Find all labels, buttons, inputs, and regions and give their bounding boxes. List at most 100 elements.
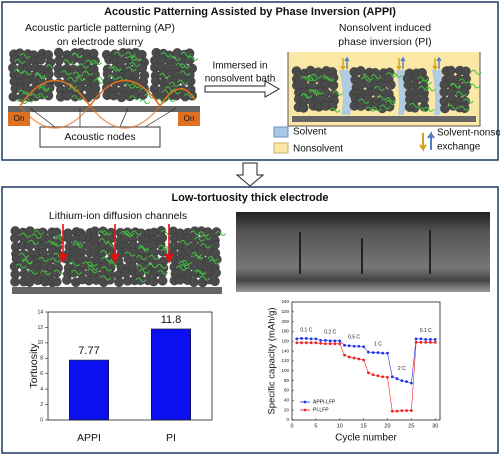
y-tick-label: 120: [281, 358, 289, 363]
x-tick-label: APPI: [77, 432, 101, 444]
binder: [370, 74, 382, 80]
legend-swatch: [273, 142, 289, 154]
binder: [177, 79, 189, 85]
binder: [199, 275, 211, 281]
binder: [365, 106, 376, 112]
binder: [362, 75, 374, 81]
data-point: [371, 373, 375, 377]
data-point: [362, 358, 366, 362]
binder: [22, 259, 33, 265]
y-tick-label: 20: [284, 407, 290, 412]
data-point: [314, 337, 318, 341]
binder: [370, 106, 382, 112]
particle: [62, 275, 72, 285]
binder: [189, 230, 201, 236]
legend-label: APPI-LFP: [313, 399, 336, 405]
y-axis-label: Specific capacity (mAh/g): [267, 307, 278, 414]
sem-feature: [299, 230, 431, 274]
binder: [122, 232, 134, 238]
data-point: [419, 337, 423, 341]
particle: [51, 276, 62, 287]
transducer: [8, 112, 30, 126]
binder: [384, 97, 396, 103]
binder: [28, 239, 39, 245]
plot-frame: [47, 311, 213, 421]
binder: [15, 263, 27, 269]
binder: [129, 83, 141, 89]
particle: [148, 276, 159, 287]
left-label: on electrode slurry: [57, 36, 144, 48]
y-tick-label: 80: [284, 378, 290, 383]
x-tick-label: 30: [432, 423, 438, 429]
annotation: 0.1 C: [420, 328, 432, 334]
binder: [157, 269, 169, 275]
binder: [373, 86, 385, 92]
binder: [85, 59, 97, 65]
y-tick-label: 180: [281, 329, 289, 334]
value-label: 11.8: [161, 314, 182, 326]
data-point: [347, 344, 351, 348]
data-point: [304, 336, 308, 340]
binder: [360, 76, 372, 82]
binder: [409, 102, 421, 108]
exchange-arrow: [432, 58, 438, 71]
data-point: [400, 379, 404, 383]
y-tick-label: 8: [40, 356, 43, 362]
particle: [327, 101, 338, 112]
particle: [298, 103, 309, 113]
particle: [328, 80, 339, 91]
particle: [8, 91, 19, 102]
particle: [419, 101, 430, 112]
binder: [82, 70, 94, 76]
binder: [38, 256, 49, 262]
particle: [24, 277, 35, 287]
annotation: 0.1 C: [300, 328, 312, 334]
particle: [409, 103, 420, 113]
right-label: Nonsolvent induced: [339, 22, 431, 34]
binder: [136, 264, 147, 270]
binder: [447, 104, 459, 110]
binder: [332, 90, 343, 96]
step-arrow: [204, 80, 281, 98]
binder: [123, 230, 135, 236]
y-tick-label: 14: [37, 309, 43, 315]
binder: [421, 79, 432, 85]
binder: [72, 71, 84, 77]
binder: [18, 252, 30, 258]
binder: [329, 107, 341, 113]
legend-label: exchange: [437, 142, 481, 153]
binder: [27, 269, 38, 275]
nodes-box: [39, 126, 161, 148]
binder: [175, 62, 187, 68]
binder: [87, 268, 99, 274]
current-collector: [12, 287, 222, 294]
binder: [470, 69, 482, 75]
binder: [124, 251, 136, 257]
binder: [21, 70, 33, 76]
y-axis-label: Tortuosity: [28, 343, 40, 389]
y-tick-label: 100: [281, 368, 289, 373]
particle: [43, 90, 54, 101]
x-tick-label: 0: [290, 423, 293, 429]
data-point: [309, 341, 313, 345]
legend-swatch: [273, 126, 289, 138]
particle: [440, 103, 450, 114]
particle: [386, 80, 396, 90]
binder: [19, 53, 31, 59]
binder: [98, 238, 110, 244]
binder: [310, 89, 321, 95]
binder: [200, 243, 212, 249]
binder: [60, 70, 72, 76]
x-axis-label: Cycle number: [335, 433, 397, 444]
binder: [200, 234, 212, 240]
data-point: [424, 337, 428, 341]
data-point: [300, 336, 303, 340]
binder: [129, 61, 141, 67]
data-point: [333, 339, 337, 343]
binder: [21, 91, 33, 97]
particle: [189, 277, 199, 288]
particle: [459, 103, 470, 113]
y-tick-label: 200: [281, 319, 289, 324]
binder: [323, 76, 335, 82]
binder: [147, 263, 159, 269]
